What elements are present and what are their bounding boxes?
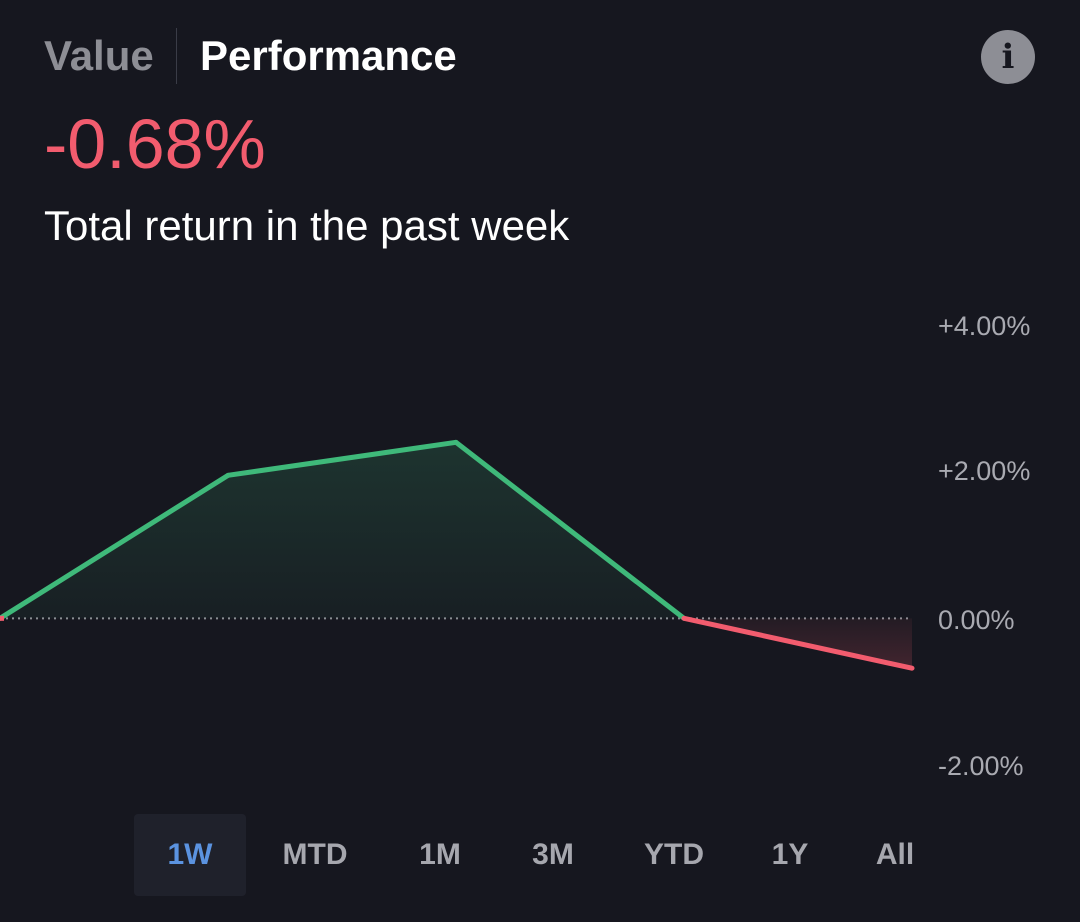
y-tick-label: 0.00% <box>938 605 1015 635</box>
y-tick-label: -2.00% <box>938 751 1024 781</box>
series-line-segment <box>453 439 687 621</box>
series-line-segment <box>0 472 231 621</box>
range-3m-button[interactable]: 3M <box>532 838 574 871</box>
tab-performance[interactable]: Performance <box>200 32 457 79</box>
tab-value[interactable]: Value <box>44 32 154 79</box>
info-icon[interactable]: i <box>981 30 1035 84</box>
y-tick-label: +2.00% <box>938 456 1031 486</box>
range-ytd-button[interactable]: YTD <box>644 838 704 871</box>
range-1y-button[interactable]: 1Y <box>771 838 809 871</box>
series-line-segment <box>681 615 915 671</box>
positive-area-fill <box>0 442 684 619</box>
range-1m-button[interactable]: 1M <box>419 838 461 871</box>
tab-divider <box>176 28 177 84</box>
range-all-button[interactable]: All <box>875 838 915 871</box>
range-1w-button[interactable]: 1W <box>134 814 246 896</box>
total-return-caption: Total return in the past week <box>44 202 570 249</box>
y-tick-label: +4.00% <box>938 311 1031 341</box>
range-mtd-button[interactable]: MTD <box>282 838 348 871</box>
series-line-segment <box>225 439 459 478</box>
total-return-value: -0.68% <box>44 105 266 183</box>
